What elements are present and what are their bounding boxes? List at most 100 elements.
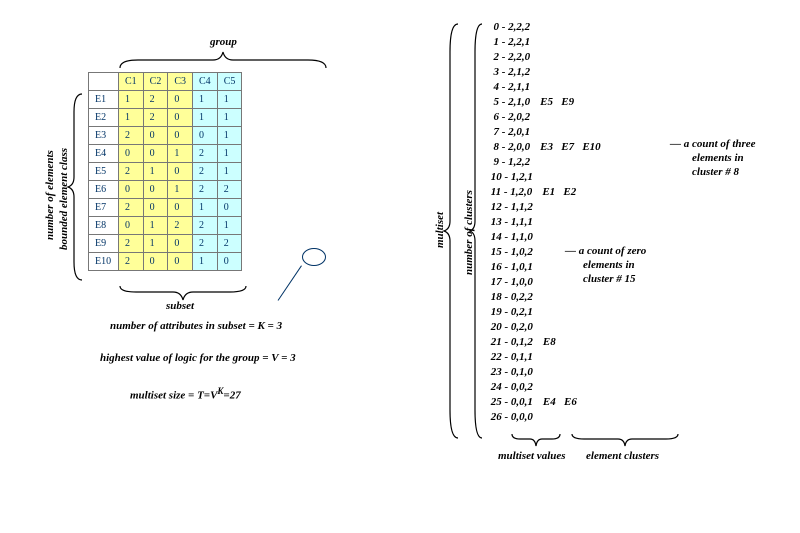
multiset-row: 9 - 1,2,2 bbox=[488, 155, 601, 170]
cell: 1 bbox=[119, 91, 144, 109]
table-row: E521021 bbox=[89, 163, 242, 181]
multiset-elements: E4 E6 bbox=[533, 396, 577, 408]
multiset-row: 5 - 2,1,0E5 E9 bbox=[488, 95, 601, 110]
cell: 1 bbox=[143, 235, 168, 253]
row-header: E4 bbox=[89, 145, 119, 163]
cell: 1 bbox=[168, 145, 193, 163]
multiset-key: 24 - 0,0,2 bbox=[488, 381, 533, 393]
ms-post: =27 bbox=[223, 390, 240, 402]
row-header: E3 bbox=[89, 127, 119, 145]
cell: 2 bbox=[119, 235, 144, 253]
multiset-key: 18 - 0,2,2 bbox=[488, 291, 533, 303]
table-row: E112011 bbox=[89, 91, 242, 109]
multiset-key: 5 - 2,1,0 bbox=[488, 96, 530, 108]
table-row: E320001 bbox=[89, 127, 242, 145]
multiset-row: 7 - 2,0,1 bbox=[488, 125, 601, 140]
col-header bbox=[89, 73, 119, 91]
cell: 0 bbox=[119, 145, 144, 163]
cell: 2 bbox=[217, 235, 242, 253]
cell: 1 bbox=[168, 181, 193, 199]
nclusters-brace bbox=[468, 22, 484, 440]
cell: 2 bbox=[119, 199, 144, 217]
cell: 0 bbox=[217, 199, 242, 217]
col-header: C1 bbox=[119, 73, 144, 91]
multiset-key: 21 - 0,1,2 bbox=[488, 336, 533, 348]
cell: 2 bbox=[217, 181, 242, 199]
multiset-row: 20 - 0,2,0 bbox=[488, 320, 601, 335]
cell: 0 bbox=[119, 217, 144, 235]
note8-l2: elements in bbox=[692, 152, 744, 164]
mvalues-brace bbox=[510, 432, 562, 448]
multiset-key: 0 - 2,2,2 bbox=[488, 21, 530, 33]
cell: 0 bbox=[168, 199, 193, 217]
multiset-row: 22 - 0,1,1 bbox=[488, 350, 601, 365]
cell: 1 bbox=[193, 253, 218, 271]
table-row: E212011 bbox=[89, 109, 242, 127]
cell: 1 bbox=[217, 91, 242, 109]
col-header: C4 bbox=[193, 73, 218, 91]
cell: 0 bbox=[217, 253, 242, 271]
callout-oval bbox=[302, 248, 326, 266]
cell: 0 bbox=[168, 235, 193, 253]
cell: 0 bbox=[119, 181, 144, 199]
logic-text: highest value of logic for the group = V… bbox=[100, 352, 296, 364]
table-row: E1020010 bbox=[89, 253, 242, 271]
note8-l3: cluster # 8 bbox=[692, 166, 739, 178]
cell: 1 bbox=[217, 217, 242, 235]
cell: 2 bbox=[193, 163, 218, 181]
group-label: group bbox=[210, 36, 237, 48]
multiset-key: 3 - 2,1,2 bbox=[488, 66, 530, 78]
cell: 2 bbox=[193, 145, 218, 163]
note15-l3: cluster # 15 bbox=[583, 273, 636, 285]
multiset-key: 2 - 2,2,0 bbox=[488, 51, 530, 63]
row-header: E7 bbox=[89, 199, 119, 217]
multiset-row: 14 - 1,1,0 bbox=[488, 230, 601, 245]
cell: 2 bbox=[168, 217, 193, 235]
multiset-row: 18 - 0,2,2 bbox=[488, 290, 601, 305]
multiset-row: 26 - 0,0,0 bbox=[488, 410, 601, 425]
data-table-wrap: C1C2C3C4C5 E112011E212011E320001E400121E… bbox=[88, 72, 242, 271]
multiset-elements: E5 E9 bbox=[530, 96, 574, 108]
cell: 2 bbox=[143, 91, 168, 109]
cell: 2 bbox=[193, 181, 218, 199]
multiset-row: 13 - 1,1,1 bbox=[488, 215, 601, 230]
cell: 1 bbox=[193, 109, 218, 127]
multiset-key: 26 - 0,0,0 bbox=[488, 411, 533, 423]
col-header: C5 bbox=[217, 73, 242, 91]
cell: 0 bbox=[168, 253, 193, 271]
cell: 2 bbox=[193, 235, 218, 253]
cell: 0 bbox=[168, 91, 193, 109]
multiset-key: 9 - 1,2,2 bbox=[488, 156, 530, 168]
row-header: E5 bbox=[89, 163, 119, 181]
multiset-row: 10 - 1,2,1 bbox=[488, 170, 601, 185]
multiset-elements: E3 E7 E10 bbox=[530, 141, 601, 153]
multiset-key: 23 - 0,1,0 bbox=[488, 366, 533, 378]
table-row: E720010 bbox=[89, 199, 242, 217]
subset-label: subset bbox=[166, 300, 194, 312]
cell: 1 bbox=[119, 109, 144, 127]
table-row: E600122 bbox=[89, 181, 242, 199]
multiset-elements: E8 bbox=[533, 336, 556, 348]
multiset-key: 1 - 2,2,1 bbox=[488, 36, 530, 48]
multiset-brace bbox=[442, 22, 460, 440]
cell: 2 bbox=[119, 253, 144, 271]
col-header: C2 bbox=[143, 73, 168, 91]
multiset-key: 16 - 1,0,1 bbox=[488, 261, 533, 273]
eclusters-label: element clusters bbox=[586, 450, 659, 462]
multiset-list: 0 - 2,2,2 1 - 2,2,1 2 - 2,2,0 3 - 2,1,2 … bbox=[488, 20, 601, 425]
multiset-row: 2 - 2,2,0 bbox=[488, 50, 601, 65]
ms-pre: multiset size = T=V bbox=[130, 390, 217, 402]
multiset-row: 12 - 1,1,2 bbox=[488, 200, 601, 215]
cell: 1 bbox=[217, 145, 242, 163]
multiset-row: 0 - 2,2,2 bbox=[488, 20, 601, 35]
multiset-key: 13 - 1,1,1 bbox=[488, 216, 533, 228]
multiset-row: 19 - 0,2,1 bbox=[488, 305, 601, 320]
cell: 0 bbox=[193, 127, 218, 145]
cell: 1 bbox=[143, 217, 168, 235]
left-brace bbox=[66, 92, 84, 282]
cell: 1 bbox=[217, 163, 242, 181]
cell: 0 bbox=[143, 127, 168, 145]
cell: 1 bbox=[217, 109, 242, 127]
cell: 0 bbox=[143, 145, 168, 163]
multiset-key: 8 - 2,0,0 bbox=[488, 141, 530, 153]
